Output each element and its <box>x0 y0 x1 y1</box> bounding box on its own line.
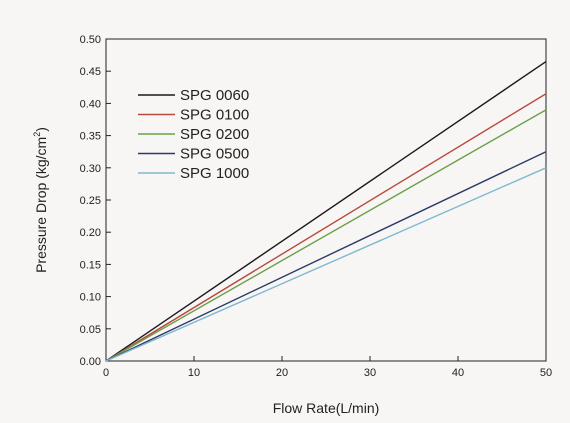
legend-label-1: SPG 0100 <box>180 107 249 124</box>
y-tick-label-7: 0.35 <box>80 131 101 143</box>
legend: SPG 0060 SPG 0100 SPG 0200 SPG 0500 SPG 1000 <box>138 87 249 182</box>
series-line-4 <box>105 167 547 362</box>
x-tick-label-5: 50 <box>540 367 552 379</box>
legend-label-4: SPG 1000 <box>180 165 249 182</box>
series-line-3 <box>105 151 547 362</box>
y-tick-label-5: 0.25 <box>80 195 101 207</box>
y-tick-label-10: 0.50 <box>80 34 101 46</box>
legend-label-3: SPG 0500 <box>180 146 249 163</box>
axis-ticks: 0 10 20 30 40 50 0.00 0.05 0.10 0.15 0.20 0.25 0.30 0… <box>80 34 553 379</box>
series-lines <box>105 60 547 362</box>
series-line-1 <box>105 93 547 362</box>
y-tick-label-1: 0.05 <box>80 324 101 336</box>
y-tick-label-3: 0.15 <box>80 259 101 271</box>
legend-label-2: SPG 0200 <box>180 126 249 143</box>
series-line-2 <box>105 109 547 362</box>
y-tick-label-4: 0.20 <box>80 227 101 239</box>
y-tick-label-0: 0.00 <box>80 356 101 368</box>
x-tick-label-1: 10 <box>188 367 200 379</box>
y-tick-label-6: 0.30 <box>80 163 101 175</box>
y-axis-title-superscript: 2 <box>32 132 42 137</box>
y-tick-label-9: 0.45 <box>80 66 101 78</box>
plot-frame <box>105 38 547 362</box>
x-tick-label-4: 40 <box>452 367 464 379</box>
x-tick-label-0: 0 <box>103 367 109 379</box>
y-tick-label-8: 0.40 <box>80 98 101 110</box>
y-axis-title: Pressure Drop (kg/cm2) <box>32 127 49 273</box>
x-tick-label-3: 30 <box>364 367 376 379</box>
series-line-0 <box>105 60 547 362</box>
x-tick-label-2: 20 <box>276 367 288 379</box>
y-tick-label-2: 0.10 <box>80 292 101 304</box>
x-axis-title: Flow Rate(L/min) <box>273 400 380 416</box>
legend-label-0: SPG 0060 <box>180 87 249 104</box>
